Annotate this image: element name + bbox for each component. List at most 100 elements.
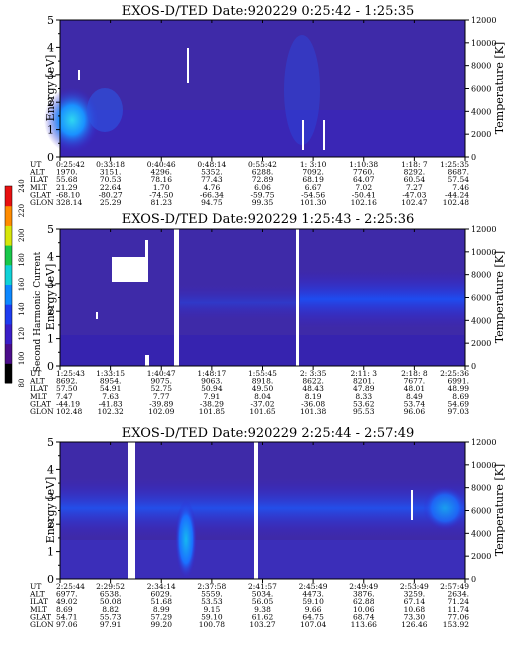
table-cell: 8687. [448, 168, 469, 177]
y2tick-label: 8000 [471, 271, 491, 280]
ytick-label: 0 [47, 151, 54, 164]
table-cell: 8692. [56, 377, 77, 386]
panel-3-gap-1 [128, 442, 135, 579]
colorbar-tick-label: 100 [18, 352, 26, 365]
table-cell: 8918. [252, 377, 273, 386]
table-cell: 7677. [404, 377, 425, 386]
colorbar-tick-label: 180 [18, 253, 26, 266]
table-cell: 11.74 [448, 605, 470, 614]
table-cell: 2:57:49 [440, 582, 469, 591]
y2tick-label: 12000 [471, 438, 496, 447]
ytick-label: 5 [47, 436, 54, 449]
table-cell: 102.48 [56, 407, 82, 416]
table-cell: -74.50 [149, 190, 173, 199]
table-cell: 78.16 [151, 175, 173, 184]
y2tick-label: 12000 [471, 225, 496, 234]
table-cell: -47.03 [402, 190, 426, 199]
panel-2-gap-1 [174, 229, 179, 366]
table-row-label: ILAT [30, 175, 48, 184]
table-cell: 10.06 [353, 605, 375, 614]
y2tick-label: 4000 [471, 107, 491, 116]
y2tick-label: 12000 [471, 16, 496, 25]
ytick-label: 3 [47, 491, 54, 504]
ytick-label: 2 [47, 518, 54, 531]
table-cell: 7.46 [452, 183, 469, 192]
table-cell: 100.78 [199, 620, 225, 629]
table-cell: 49.50 [252, 384, 274, 393]
table-row-label: UT [30, 369, 41, 378]
panel-1-gap-1 [187, 48, 189, 83]
table-cell: 101.85 [199, 407, 225, 416]
table-cell: 153.92 [443, 620, 469, 629]
table-cell: 6538. [100, 590, 121, 599]
panel-1-gap-2 [78, 70, 80, 80]
table-cell: 7.63 [102, 392, 119, 401]
table-cell: 7.47 [56, 392, 73, 401]
panel-2-ylabel: Energy [eV] [44, 264, 57, 331]
table-cell: 94.75 [201, 198, 223, 207]
table-cell: 5352. [201, 168, 222, 177]
table-cell: 8.33 [355, 392, 372, 401]
table-cell: 59.10 [302, 597, 324, 606]
table-cell: 2:41:57 [248, 582, 277, 591]
table-cell: 102.32 [98, 407, 124, 416]
table-cell: 2: 3:35 [300, 369, 327, 378]
table-cell: 8622. [302, 377, 323, 386]
panel-1-hotspot-2 [87, 88, 123, 132]
panel-1-ylabel: Energy [eV] [44, 55, 57, 122]
table-cell: -36.08 [301, 399, 325, 408]
panel-1-hotspot-3 [284, 35, 320, 145]
table-cell: 6.06 [254, 183, 271, 192]
table-cell: 96.06 [404, 407, 426, 416]
table-row-label: UT [30, 160, 41, 169]
table-cell: 61.62 [252, 612, 274, 621]
table-cell: 72.89 [252, 175, 274, 184]
table-cell: 97.91 [100, 620, 121, 629]
colorbar: 80 100 120 140 160 180 200 220 240 [4, 179, 26, 387]
table-cell: 47.89 [353, 384, 375, 393]
table-cell: 22.64 [100, 183, 122, 192]
table-row-label: GLON [30, 198, 54, 207]
table-cell: 55.68 [56, 175, 78, 184]
table-cell: 1:10:38 [349, 160, 378, 169]
table-cell: -50.41 [352, 190, 376, 199]
y2tick-label: 0 [471, 575, 476, 584]
table-cell: 8.49 [406, 392, 423, 401]
table-row-label: ALT [29, 377, 45, 386]
table-cell: 51.68 [151, 597, 173, 606]
table-cell: 2634. [448, 590, 469, 599]
table-cell: 99.20 [151, 620, 173, 629]
table-cell: 0:33:18 [96, 160, 125, 169]
table-cell: 54.71 [56, 612, 77, 621]
table-cell: -44.19 [56, 399, 80, 408]
table-row-label: GLAT [30, 612, 51, 621]
panel-1-gap-3 [302, 120, 304, 150]
table-cell: 107.04 [300, 620, 326, 629]
table-cell: 70.53 [100, 175, 122, 184]
table-row-label: MLT [30, 392, 47, 401]
table-cell: 4296. [151, 168, 172, 177]
table-cell: 103.27 [249, 620, 275, 629]
panel-1-y2label: Temperature [K] [493, 42, 505, 134]
table-cell: 97.03 [448, 407, 470, 416]
table-row-label: GLON [30, 620, 54, 629]
colorbar-segment [5, 284, 12, 305]
ytick-label: 1 [47, 546, 54, 559]
table-cell: 102.47 [401, 198, 427, 207]
table-cell: 68.19 [302, 175, 324, 184]
table-cell: 2:25:36 [440, 369, 469, 378]
table-cell: 8.69 [56, 605, 73, 614]
colorbar-tick-label: 140 [18, 302, 26, 315]
table-row-label: MLT [30, 605, 47, 614]
table-cell: 49.02 [56, 597, 78, 606]
table-cell: -59.75 [250, 190, 274, 199]
table-cell: 8201. [353, 377, 374, 386]
panel-3-band [60, 478, 465, 538]
table-cell: 0:40:46 [147, 160, 176, 169]
table-cell: 0:55:42 [248, 160, 277, 169]
table-cell: 7.02 [355, 183, 372, 192]
y2tick-label: 6000 [471, 507, 491, 516]
panel-2-blank-strip [145, 355, 149, 366]
colorbar-segment [5, 363, 12, 384]
